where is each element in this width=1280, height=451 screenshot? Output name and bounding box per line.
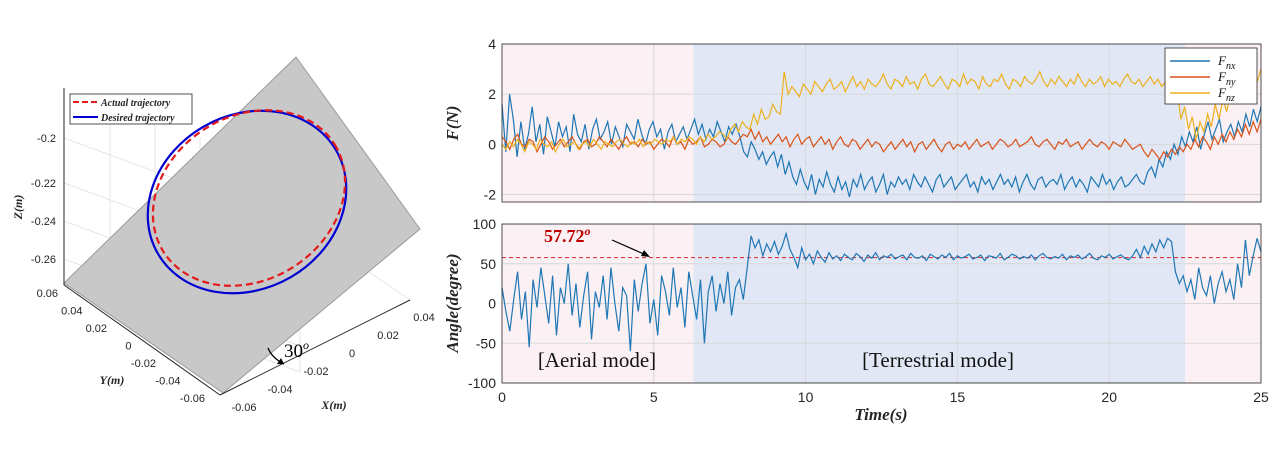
reference-arrow-head [641,250,650,257]
y-tick-label: 50 [480,256,496,272]
y-tick-label: 0 [488,136,496,152]
y-tick-label: 4 [488,36,496,52]
y-tick-label: -2 [484,186,497,202]
z-tick-label: -0.22 [31,178,56,190]
legend-entry-nx: Fnx [1217,53,1236,72]
y-tick-label: 100 [473,216,497,232]
z-axis-label: Z(m) [11,195,25,221]
series-line-angle [501,231,1262,352]
angle-y-ticks: 100 50 0 -50 -100 [468,216,496,391]
y-tick-label: -0.02 [131,358,156,370]
reference-angle-value: 57.72o [544,224,591,246]
x-tick-label: 0.02 [377,330,398,342]
x-axis-label: X(m) [320,398,346,412]
trajectory-legend: Actual trajectory Desired trajectory [69,93,193,125]
time-x-ticks: 0 5 10 15 20 25 [498,389,1269,405]
axis-edges [63,88,411,396]
y-tick-label: 2 [488,86,496,102]
x-tick-label: 25 [1253,389,1269,405]
x-tick-label: 5 [650,389,658,405]
y-tick-label: -50 [476,335,496,351]
tilt-angle-label: 30o [284,338,309,362]
x-tick-label: -0.06 [231,402,256,414]
y-tick-label: 0 [125,341,131,353]
desired-trajectory-line [146,109,348,295]
legend-actual-label: Actual trajectory [100,98,171,109]
x-tick-label: 0 [498,389,506,405]
aerial-mode-label: [Aerial mode] [538,348,656,372]
x-tick-label: 20 [1101,389,1117,405]
time-x-label: Time(s) [854,405,907,424]
angle-series [501,231,1262,352]
x-tick-label: 0 [349,348,355,360]
angle-plot: 100 50 0 -50 -100 0 5 10 15 20 25 Angle(degree) T… [443,216,1269,424]
legend-entry-ny: Fny [1217,69,1236,88]
angle-y-label: Angle(degree) [443,253,462,353]
mode-region [693,44,1186,202]
force-series [501,68,1262,198]
y-tick-label: 0.04 [61,306,82,318]
force-y-label: F(N) [443,106,462,142]
reference-angle-arrow [611,239,647,256]
series-line-fnz [501,68,1262,154]
legend-desired-label: Desired trajectory [100,113,175,124]
tilt-arrow-head [277,358,284,364]
y-tick-label: -0.06 [180,393,205,405]
legend-entry-nz: Fnz [1217,85,1235,104]
series-line-fnx [501,94,1262,198]
z-tick-label: -0.2 [37,133,56,145]
y-tick-label: 0 [488,296,496,312]
x-tick-label: -0.02 [303,366,328,378]
terrestrial-mode-label: [Terrestrial mode] [862,348,1014,372]
y-tick-label: -0.04 [155,376,180,388]
z-tick-label: -0.24 [31,216,56,228]
x-tick-label: 15 [950,389,966,405]
y-tick-label: 0.06 [37,288,58,300]
z-tick-label: -0.26 [31,254,56,266]
x-tick-label: -0.04 [267,384,292,396]
series-line-fny [501,119,1262,161]
trajectory-3d-plot: Actual trajectory Desired trajectory -0.… [11,56,435,414]
y-axis-label: Y(m) [100,373,125,387]
y-tick-label: 0.02 [86,323,107,335]
x-tick-label: 10 [798,389,814,405]
axis-3d-ticks: -0.2-0.22-0.24-0.260.060.040.020-0.02-0.… [31,133,435,414]
y-tick-label: -100 [468,375,496,391]
actual-trajectory-line [151,109,347,287]
force-y-ticks: 4 2 0 -2 [484,36,497,202]
legend-box [1164,47,1258,105]
x-tick-label: 0.04 [413,312,434,324]
